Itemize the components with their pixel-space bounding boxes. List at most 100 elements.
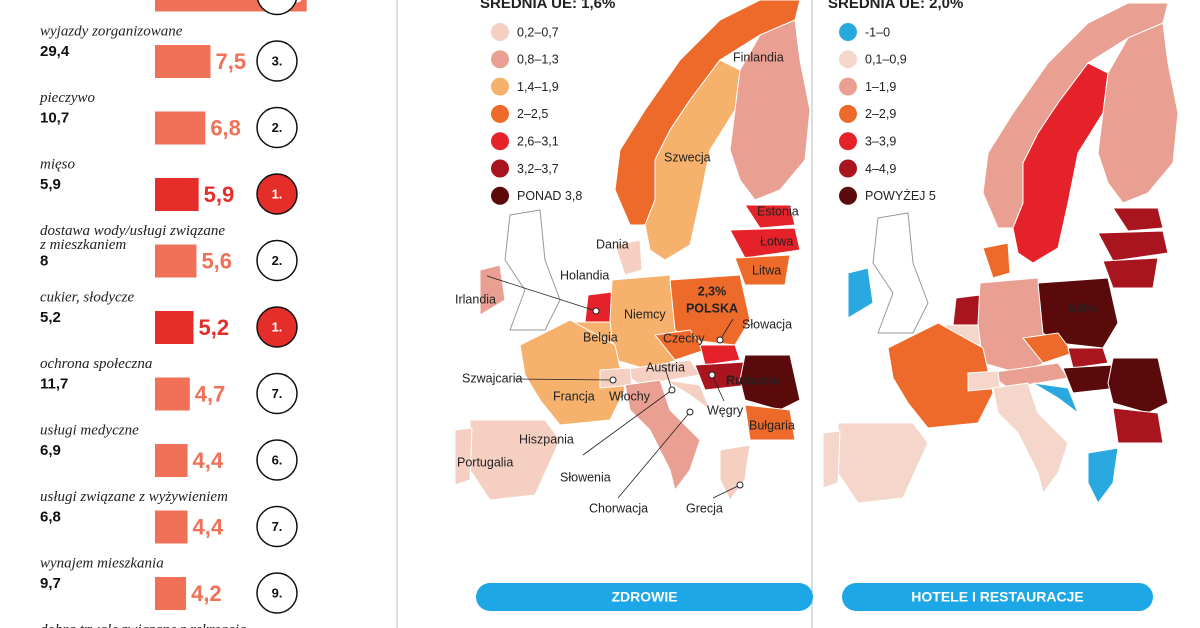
row-label: cukier, słodycze <box>40 289 134 305</box>
bar-value: 5,9 <box>204 182 235 207</box>
row-label: usługi związane z wyżywieniem <box>40 489 228 505</box>
country <box>744 404 796 441</box>
bar <box>155 244 197 278</box>
legend-swatch <box>491 50 509 69</box>
country <box>1097 230 1169 262</box>
row-label: ochrona społeczna <box>40 356 152 372</box>
legend-swatch <box>839 23 857 41</box>
leader-line <box>712 484 741 499</box>
row-label: dobra trwałe związane z rekreacją <box>40 622 246 628</box>
bar-value: 6,8 <box>210 115 241 140</box>
bar-value: 5,2 <box>198 315 229 340</box>
bar <box>155 0 307 12</box>
country <box>847 267 874 319</box>
map-label: Chorwacja <box>589 501 648 515</box>
country <box>887 322 994 429</box>
country <box>1112 407 1164 444</box>
rank-circle <box>256 306 298 348</box>
bar <box>155 311 194 344</box>
legend-label: 2,6–3,1 <box>517 134 559 148</box>
bar-value: 7,5 <box>216 49 247 74</box>
rank: 2. <box>272 120 283 135</box>
pin <box>668 386 676 394</box>
bar <box>155 178 199 211</box>
legend-label: 0,2–0,7 <box>517 25 559 39</box>
legend-label: 0,8–1,3 <box>517 53 559 67</box>
country <box>699 344 741 366</box>
legend-title: ŚREDNIA UE: 2,0% <box>828 0 963 12</box>
bar-value: 4,4 <box>193 514 224 539</box>
legend-label: PONAD 3,8 <box>517 189 582 203</box>
rank-circle <box>256 239 298 282</box>
map-label: Szwajcaria <box>462 371 522 385</box>
rank-circle <box>256 505 298 548</box>
rank-circle <box>256 0 298 16</box>
map-label: Hiszpania <box>519 432 574 446</box>
map-label: Finlandia <box>733 50 784 64</box>
map-label: Bułgaria <box>749 418 795 432</box>
map-label: Estonia <box>757 204 799 218</box>
rank-circle <box>256 372 298 415</box>
leader-line <box>617 411 691 499</box>
rank: 7. <box>272 519 283 534</box>
bar <box>155 111 206 145</box>
map-label: Słowacja <box>742 317 792 331</box>
country <box>719 444 751 501</box>
row-weight: 29,4 <box>40 43 70 60</box>
uk-outline <box>504 209 929 334</box>
legend-swatch <box>839 104 857 123</box>
legend-swatch <box>839 186 857 205</box>
map-label: Austria <box>646 360 685 374</box>
map-label: Holandia <box>560 268 609 282</box>
bar-value: 4,7 <box>195 381 226 406</box>
rank: 1. <box>272 186 283 201</box>
map-label: Włochy <box>609 389 651 403</box>
legend-swatch <box>839 50 857 69</box>
legend-label: 0,1–0,9 <box>865 53 907 67</box>
rank: 6. <box>272 452 283 467</box>
country <box>982 242 1011 279</box>
bar <box>155 377 190 411</box>
country <box>1097 22 1179 204</box>
legend-swatch <box>491 23 509 41</box>
legend-swatch <box>491 132 509 151</box>
map-label: Portugalia <box>457 455 513 469</box>
legend-title: ŚREDNIA UE: 1,6% <box>480 0 615 12</box>
map-label: Łotwa <box>760 234 793 248</box>
country <box>1107 357 1169 414</box>
bar <box>155 510 188 544</box>
bar <box>155 45 211 78</box>
legend-label: 1,4–1,9 <box>517 80 559 94</box>
map-label: Niemcy <box>624 307 666 321</box>
legend-swatch <box>491 159 509 178</box>
category-button-label: HOTELE I RESTAURACJE <box>911 589 1083 605</box>
row-weight: 6,9 <box>40 442 61 459</box>
country <box>734 254 791 286</box>
legend-label: 2–2,9 <box>865 107 896 121</box>
map-label: Rumunia <box>726 373 781 387</box>
row-label: mięso <box>40 156 75 172</box>
country <box>992 382 1069 495</box>
rank: 2. <box>272 253 283 268</box>
map-label: 2,3% <box>698 284 727 298</box>
map-label: Belgia <box>583 330 618 344</box>
country <box>744 204 796 229</box>
country <box>1032 382 1080 415</box>
pin <box>592 307 600 315</box>
pin <box>686 408 694 416</box>
rank: 9. <box>272 585 283 600</box>
pin <box>736 481 744 489</box>
map-label: Francja <box>553 389 595 403</box>
legend-label: 2–2,5 <box>517 107 548 121</box>
rank-circle <box>256 439 298 481</box>
map-label: Węgry <box>707 403 744 417</box>
legend-swatch <box>491 186 509 205</box>
legend-swatch <box>839 132 857 151</box>
country <box>729 227 801 259</box>
bar-value: 4,4 <box>193 448 224 473</box>
legend-label: 1–1,9 <box>865 80 896 94</box>
country <box>1112 207 1164 232</box>
pin <box>708 371 716 379</box>
leader-line <box>582 389 673 456</box>
